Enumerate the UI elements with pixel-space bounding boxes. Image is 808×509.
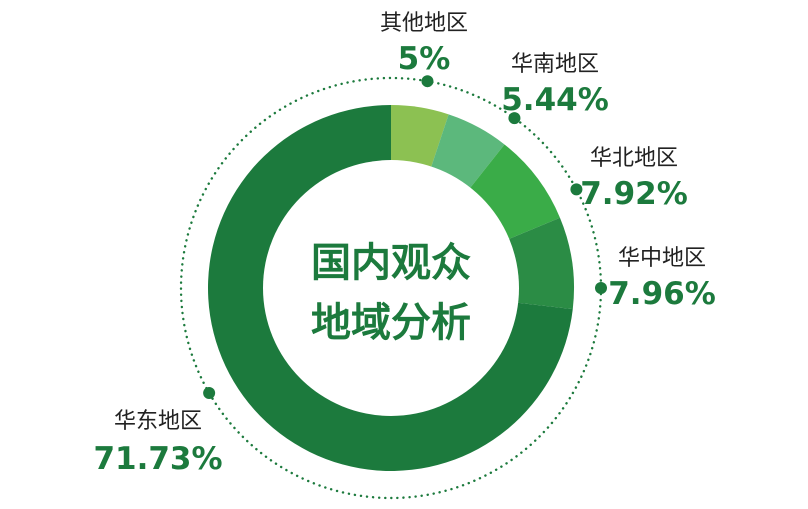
- leader-dot-2: [508, 112, 521, 125]
- category-label-2: 华南地区: [511, 52, 599, 77]
- value-label-5: 71.73%: [93, 441, 222, 477]
- category-label-5: 华东地区: [114, 409, 202, 434]
- category-label-4: 华中地区: [618, 246, 706, 271]
- leader-dot-4: [595, 282, 607, 294]
- value-label-1: 5%: [398, 41, 451, 77]
- category-label-1: 其他地区: [380, 11, 468, 36]
- center-title-line-1: 国内观众: [311, 240, 471, 286]
- leader-dot-1: [421, 75, 434, 88]
- leader-dot-3: [570, 183, 583, 196]
- label-group: 其他地区 5% 华南地区 5.44% 华北地区 7.92% 华中地区 7.96% 华东地区 71.…: [93, 11, 715, 477]
- category-label-3: 华北地区: [590, 146, 678, 171]
- value-label-4: 7.96%: [608, 276, 716, 312]
- center-title-line-2: 地域分析: [311, 300, 471, 346]
- value-label-2: 5.44%: [501, 82, 609, 118]
- leader-dot-5: [203, 387, 216, 399]
- value-label-3: 7.92%: [580, 176, 688, 212]
- donut-hole: [263, 160, 519, 416]
